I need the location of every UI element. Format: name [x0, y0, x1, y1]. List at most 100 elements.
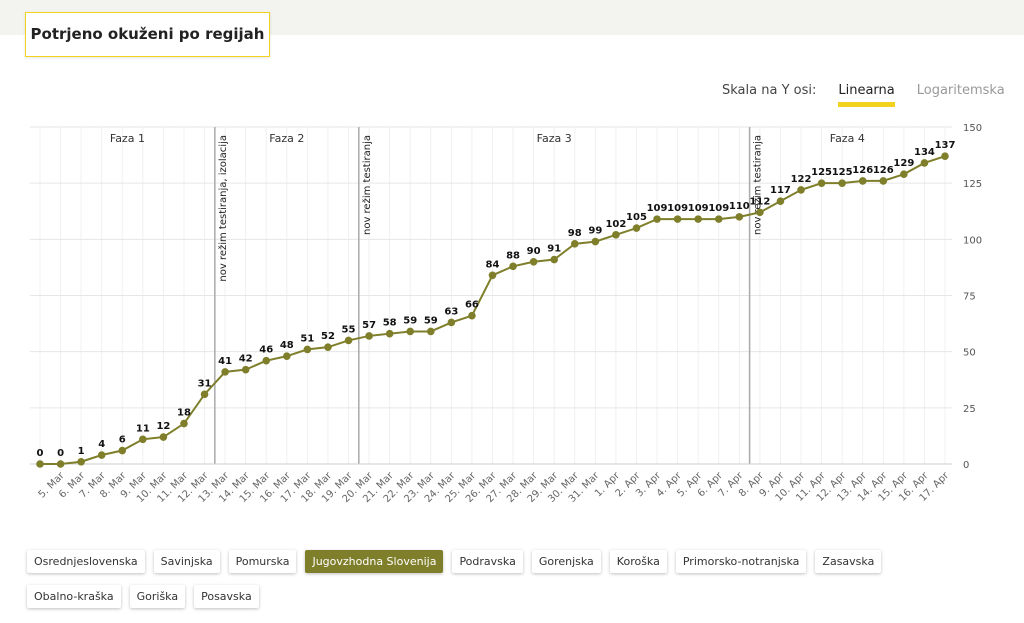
data-label: 137 [935, 140, 956, 151]
point [303, 345, 312, 354]
data-label: 31 [198, 378, 212, 389]
point [673, 215, 682, 223]
point [159, 433, 168, 441]
region-button[interactable]: Pomurska [228, 550, 297, 573]
data-label: 126 [873, 165, 894, 176]
point [694, 215, 702, 223]
data-label: 59 [424, 315, 438, 326]
point [838, 179, 846, 187]
point [509, 262, 517, 271]
data-label: 0 [57, 448, 64, 459]
data-label: 63 [444, 306, 458, 317]
region-button[interactable]: Goriška [129, 585, 186, 608]
data-label: 125 [811, 167, 832, 178]
data-label: 4 [98, 439, 105, 450]
data-label: 109 [688, 203, 709, 214]
y-tick-label: 150 [963, 123, 982, 134]
region-button[interactable]: Zasavska [815, 550, 882, 573]
point [797, 186, 805, 194]
point [221, 368, 229, 376]
point [283, 352, 291, 360]
region-button[interactable]: Gorenjska [531, 550, 601, 573]
data-label: 112 [749, 196, 770, 207]
point [941, 152, 949, 161]
region-button[interactable]: Posavska [194, 585, 259, 608]
data-label: 12 [156, 421, 170, 432]
point [200, 390, 209, 399]
data-label: 18 [177, 408, 191, 419]
point [591, 237, 600, 246]
region-button[interactable]: Obalno-kraška [27, 585, 121, 608]
data-label: 59 [403, 315, 417, 326]
region-button[interactable]: Podravska [452, 550, 523, 573]
data-label: 125 [832, 167, 853, 178]
data-label: 41 [218, 356, 232, 367]
y-tick-label: 75 [963, 292, 976, 303]
data-label: 91 [547, 244, 561, 255]
point [406, 327, 415, 336]
region-button[interactable]: Koroška [609, 550, 667, 573]
data-label: 98 [568, 228, 582, 239]
point [77, 457, 85, 466]
title: Potrjeno okuženi po regijah [30, 25, 265, 43]
point [447, 318, 456, 327]
data-label: 42 [239, 354, 253, 365]
data-label: 6 [119, 435, 126, 446]
data-label: 105 [626, 212, 647, 223]
data-label: 84 [486, 259, 500, 270]
data-label: 99 [588, 226, 602, 237]
point [365, 332, 373, 340]
point [735, 213, 744, 221]
plot-line-label: nov režim testiranja [361, 135, 373, 235]
data-label: 122 [791, 174, 812, 185]
scale-option[interactable]: Logaritemska [916, 83, 1005, 98]
point [56, 460, 65, 468]
data-label: 126 [852, 165, 873, 176]
data-label: 58 [383, 318, 397, 329]
title-card: Potrjeno okuženi po regijah [25, 12, 270, 57]
point [529, 258, 538, 266]
scale-label: Skala na Y osi: [722, 83, 817, 98]
point [817, 179, 826, 187]
phase-label: Faza 4 [830, 132, 865, 145]
y-tick-label: 0 [963, 460, 969, 471]
data-label: 109 [647, 203, 668, 214]
point [262, 356, 271, 365]
y-tick-label: 50 [963, 348, 976, 359]
point [139, 435, 147, 444]
data-label: 57 [362, 320, 376, 331]
region-buttons: Osrednjeslovenska Savinjska Pomurska Jugovz… [27, 550, 957, 608]
region-button[interactable]: Jugovzhodna Slovenija [305, 550, 444, 573]
data-label: 51 [300, 333, 314, 344]
y-tick-label: 100 [963, 235, 982, 246]
phase-label: Faza 1 [110, 132, 145, 145]
point [36, 460, 44, 468]
phase-label: Faza 2 [269, 132, 304, 145]
region-button[interactable]: Savinjska [153, 550, 220, 573]
point [180, 419, 188, 428]
data-label: 11 [136, 423, 150, 434]
point [776, 197, 785, 205]
data-label: 129 [893, 158, 914, 169]
point [756, 208, 764, 217]
point [344, 336, 353, 345]
data-label: 1 [78, 446, 85, 457]
plot-line-label: nov režim testiranja [752, 135, 764, 235]
scale-option[interactable]: Linearna [838, 83, 895, 107]
point [324, 343, 332, 351]
point [468, 311, 476, 320]
data-label: 117 [770, 185, 791, 196]
point [426, 327, 435, 336]
point [653, 215, 661, 223]
point [632, 224, 641, 232]
point [714, 215, 723, 223]
data-label: 90 [527, 246, 541, 257]
data-label: 109 [667, 203, 688, 214]
data-label: 134 [914, 147, 935, 158]
y-tick-label: 25 [963, 404, 976, 415]
point [920, 159, 929, 167]
region-button[interactable]: Osrednjeslovenska [27, 550, 145, 573]
point [858, 177, 867, 185]
region-button[interactable]: Primorsko-notranjska [675, 550, 807, 573]
